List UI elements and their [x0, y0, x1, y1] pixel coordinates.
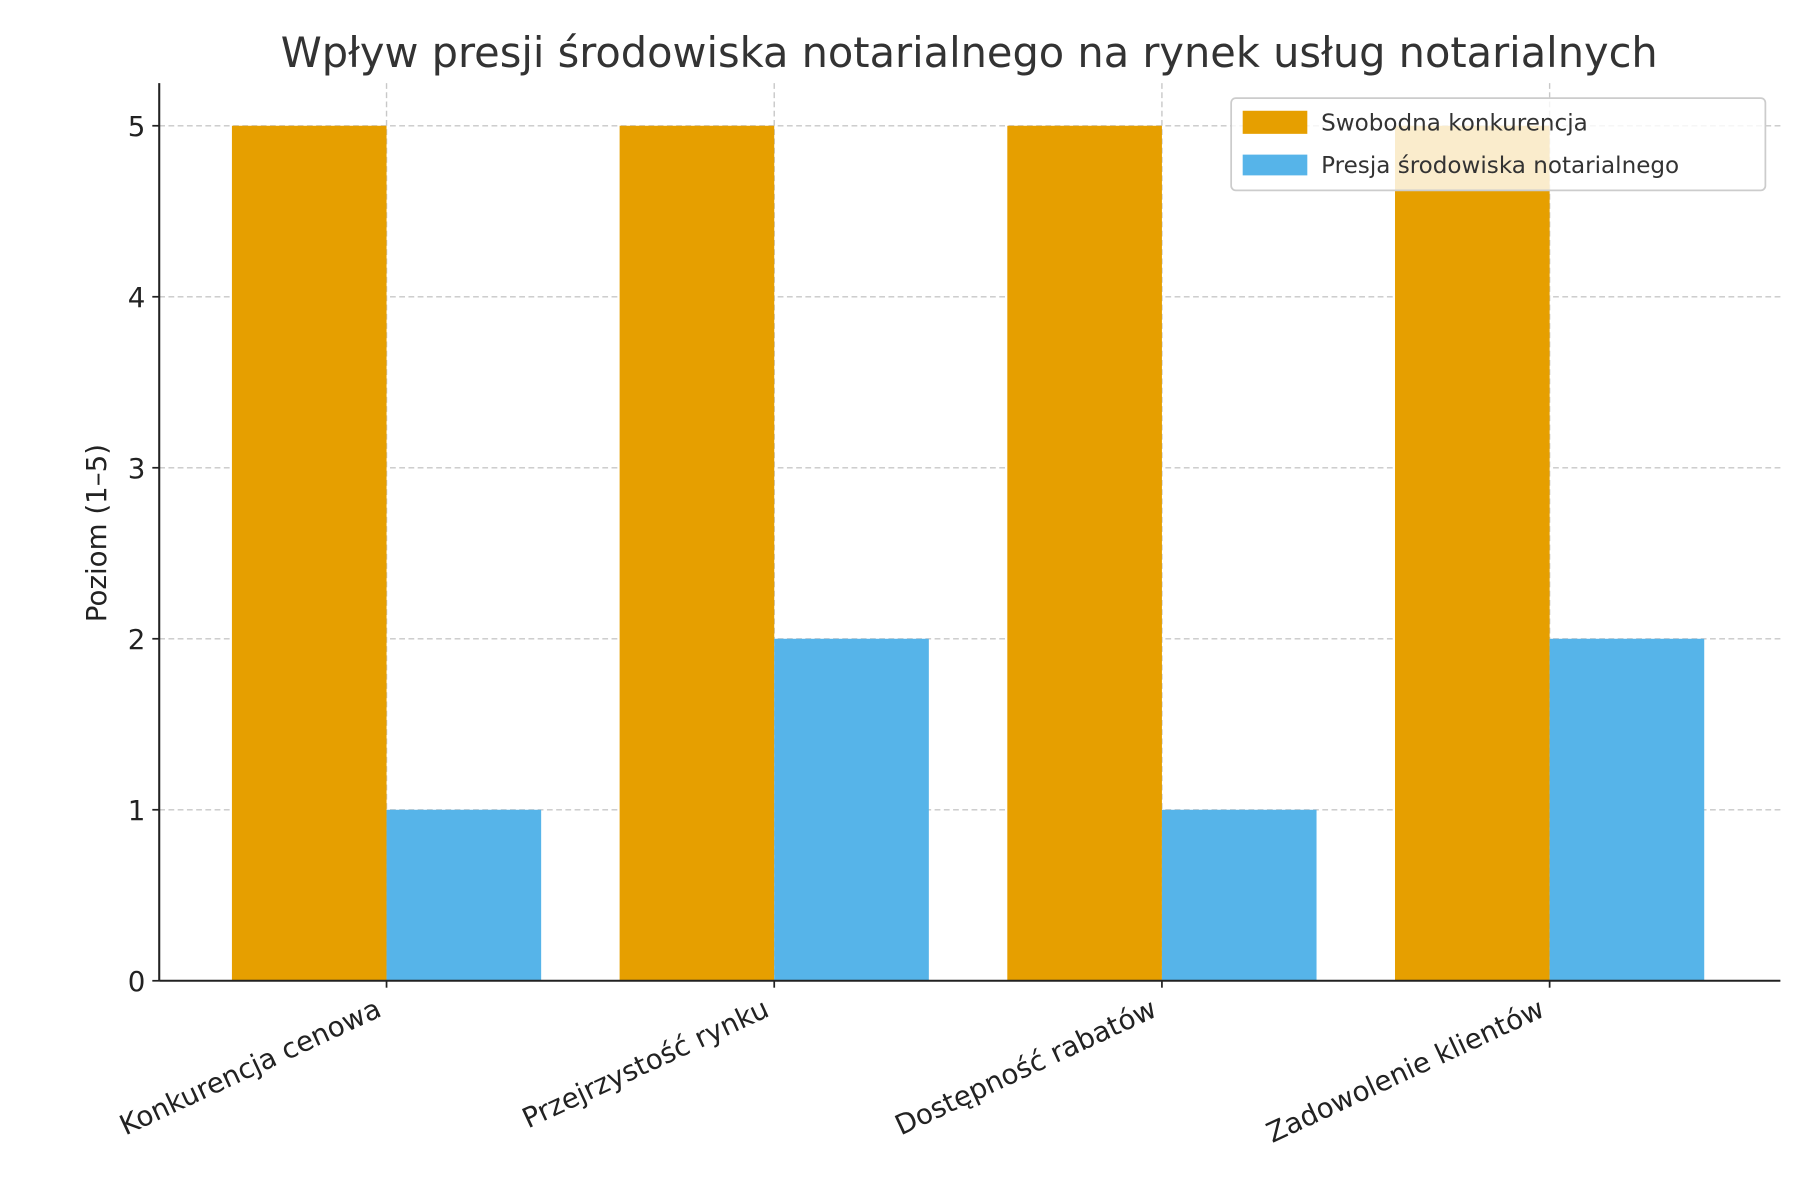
bar-swobodna-3: [1395, 125, 1550, 981]
y-tick-label: 0: [128, 965, 146, 998]
bars: [231, 125, 1705, 981]
bar-swobodna-1: [619, 125, 775, 981]
x-tick-label: Zadowolenie klientów: [1261, 992, 1549, 1150]
y-tick-label: 2: [128, 623, 146, 656]
y-tick-label: 5: [128, 110, 146, 143]
bar-presja-3: [1549, 638, 1705, 981]
chart-title: Wpływ presji środowiska notarialnego na …: [281, 28, 1658, 77]
legend-swatch-presja: [1242, 154, 1308, 176]
legend-box: [1230, 97, 1767, 192]
bar-presja-2: [1161, 809, 1317, 981]
x-tick-label: Konkurencja cenowa: [114, 992, 386, 1142]
x-tick-label: Przejrzystość rynku: [517, 992, 774, 1135]
legend-label-swobodna: Swobodna konkurencja: [1321, 110, 1588, 136]
y-tick-label: 1: [128, 794, 146, 827]
bar-swobodna-2: [1007, 125, 1162, 981]
y-axis-label: Poziom (1–5): [80, 444, 113, 622]
bar-presja-1: [774, 638, 929, 981]
bar-swobodna-0: [231, 125, 387, 981]
y-tick-label: 3: [128, 452, 146, 485]
legend: Swobodna konkurencja Presja środowiska n…: [1230, 97, 1767, 192]
y-tick-label: 4: [128, 281, 146, 314]
legend-swatch-swobodna: [1242, 110, 1308, 134]
legend-label-presja: Presja środowiska notarialnego: [1321, 153, 1679, 179]
x-tick-label: Dostępność rabatów: [890, 992, 1162, 1142]
bar-presja-0: [386, 809, 542, 981]
